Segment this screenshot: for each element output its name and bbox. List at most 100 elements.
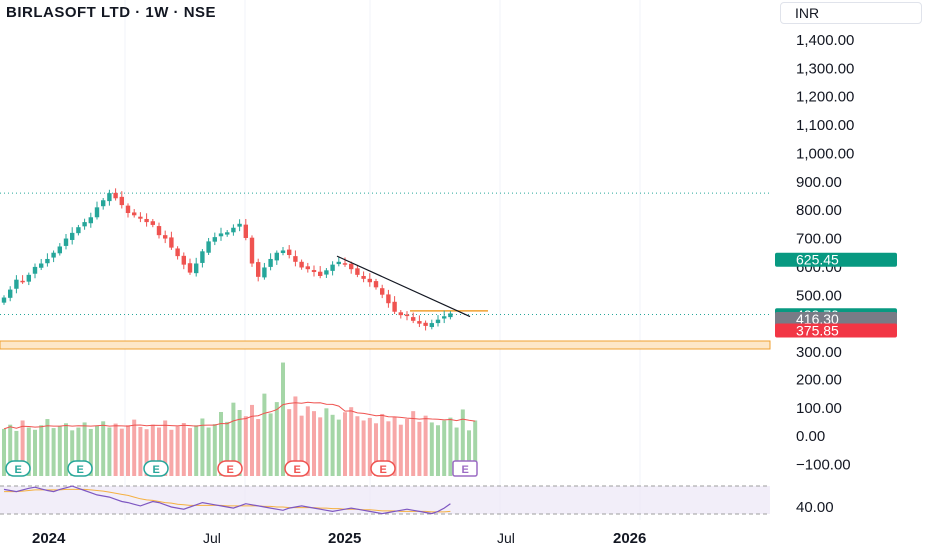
earnings-marker[interactable]: E	[284, 460, 310, 477]
earnings-badge	[67, 460, 93, 477]
candle-body	[287, 249, 292, 255]
candle-body	[45, 258, 50, 264]
volume-bar	[268, 413, 273, 476]
candle-body	[132, 212, 137, 216]
earnings-badge	[284, 460, 310, 477]
candle-body	[20, 280, 25, 283]
volume-bar	[349, 407, 354, 476]
candle-body	[144, 218, 149, 223]
volume-bar	[138, 426, 143, 476]
candle-body	[249, 237, 255, 264]
price-tag-label: 375.85	[796, 322, 839, 338]
candle-body	[26, 274, 31, 282]
chart-title: BIRLASOFT LTD · 1W · NSE	[6, 4, 217, 21]
volume-bar	[343, 412, 347, 476]
volume-bar	[274, 402, 279, 476]
volume-bar	[200, 418, 205, 476]
price-axis-tick: 800.00	[796, 202, 842, 219]
volume-bar	[231, 402, 236, 476]
volume-bar	[107, 427, 112, 476]
volume-bar	[194, 425, 199, 476]
candle-body	[138, 216, 143, 219]
volume-bar	[33, 429, 37, 476]
currency-selector[interactable]: INR	[780, 2, 922, 24]
volume-bar	[144, 429, 149, 476]
volume-ma-line	[3, 401, 476, 430]
price-tag	[775, 312, 897, 327]
earnings-letter: E	[77, 464, 84, 476]
volume-bar	[243, 416, 248, 476]
volume-bar	[82, 422, 87, 476]
earnings-marker[interactable]: E	[452, 460, 478, 477]
volume-bar	[45, 419, 50, 476]
price-axis-tick: 700.00	[796, 231, 842, 248]
volume-bar	[380, 413, 385, 476]
volume-bar	[181, 423, 186, 476]
candle-body	[150, 221, 155, 225]
candle-body	[256, 262, 261, 277]
candle-body	[88, 217, 93, 224]
volume-bar	[95, 425, 99, 476]
volume-bar	[398, 424, 403, 476]
candle-body	[206, 241, 211, 253]
candle-body	[107, 193, 112, 202]
candle-body	[125, 205, 131, 214]
volume-bar	[467, 430, 471, 476]
volume-bar	[157, 427, 161, 476]
earnings-marker[interactable]: E	[217, 460, 243, 477]
candle-body	[169, 237, 174, 248]
candle-body	[417, 321, 422, 324]
volume-bar	[454, 427, 459, 476]
earnings-badge	[217, 460, 243, 477]
candle-body	[231, 227, 236, 233]
candle-body	[268, 258, 273, 267]
volume-bar	[132, 419, 137, 476]
candle-body	[429, 323, 434, 328]
volume-bar	[188, 428, 192, 476]
time-axis-label: Jul	[497, 530, 515, 546]
earnings-marker[interactable]: E	[5, 460, 31, 477]
candle-body	[187, 263, 193, 273]
candle-body	[225, 232, 230, 235]
volume-bar	[293, 396, 298, 476]
volume-bar	[14, 430, 19, 476]
candle-body	[324, 270, 329, 275]
earnings-marker[interactable]: E	[143, 460, 169, 477]
volume-bar	[367, 417, 372, 476]
candle-body	[237, 223, 242, 227]
price-axis-tick: 1,000.00	[796, 145, 854, 162]
volume-bar	[460, 409, 465, 476]
price-tag	[775, 252, 897, 267]
volume-bar	[219, 411, 223, 476]
candle-body	[8, 289, 13, 298]
candle-body	[262, 267, 267, 278]
price-axis-tick: 1,300.00	[796, 60, 854, 77]
volume-bar	[119, 428, 124, 476]
candle-body	[51, 252, 56, 258]
volume-bar	[448, 417, 453, 476]
volume-bar	[299, 415, 304, 476]
volume-bar	[150, 424, 155, 476]
earnings-marker[interactable]: E	[370, 460, 396, 477]
rsi-band	[0, 486, 770, 514]
earnings-marker[interactable]: E	[67, 460, 93, 477]
rsi-ma-line	[4, 488, 451, 513]
candle-body	[175, 248, 180, 257]
candle-body	[448, 313, 453, 318]
candle-body	[423, 322, 428, 326]
candle-body	[32, 266, 38, 274]
earnings-letter: E	[380, 464, 387, 476]
earnings-badge	[452, 460, 478, 477]
rsi-axis-tick: 40.00	[796, 499, 834, 516]
candle-body	[293, 256, 298, 262]
candle-body	[70, 232, 75, 240]
support-band	[0, 340, 771, 350]
volume-bar	[101, 421, 106, 476]
price-axis-tick: 1,400.00	[796, 32, 854, 49]
volume-bar	[392, 416, 397, 476]
price-axis-tick: 900.00	[796, 174, 842, 191]
earnings-letter: E	[153, 464, 160, 476]
earnings-badge	[5, 460, 31, 477]
volume-bar	[212, 424, 217, 476]
